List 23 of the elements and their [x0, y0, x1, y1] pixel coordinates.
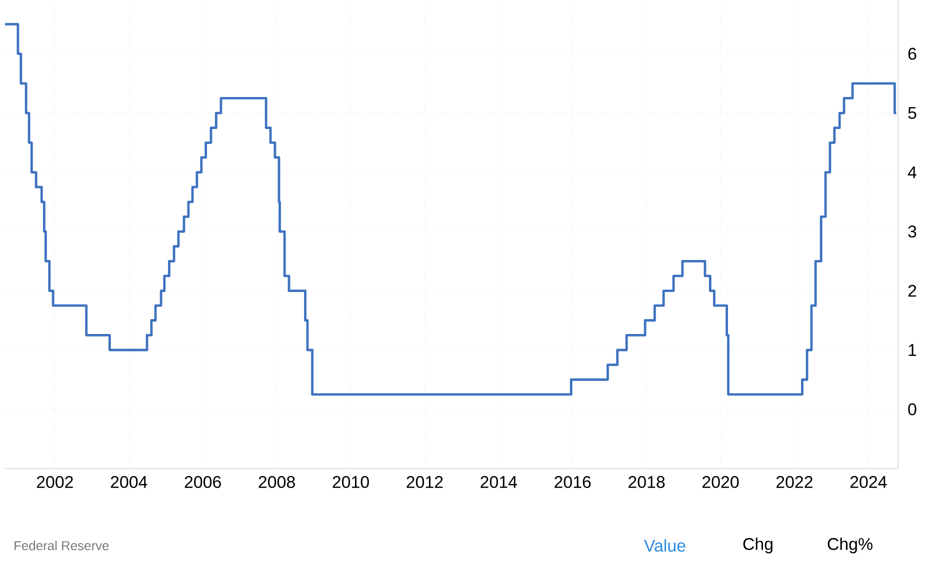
y-tick-label: 2: [908, 284, 916, 296]
x-tick-label: 2024: [850, 476, 887, 488]
y-tick-label: 0: [908, 403, 916, 416]
x-tick-label: 2018: [628, 476, 665, 488]
y-tick-label: 4: [908, 166, 916, 178]
x-tick-label: 2016: [554, 476, 591, 488]
y-tick-label: 5: [908, 106, 916, 119]
x-tick-label: 2008: [258, 476, 295, 488]
x-tick-label: 2020: [702, 476, 739, 488]
text: Federal Reserve: [14, 540, 109, 550]
text: Chg%: [828, 537, 872, 554]
text: Value: [644, 539, 686, 552]
y-tick-label: 3: [908, 225, 916, 238]
x-tick-label: 2012: [406, 476, 443, 488]
x-tick-label: 2014: [480, 476, 517, 488]
y-tick-label: 6: [908, 48, 916, 60]
x-tick-label: 2006: [184, 476, 221, 488]
x-tick-label: 2022: [776, 476, 812, 488]
y-tick-label: 1: [908, 344, 916, 356]
x-tick-label: 2002: [36, 476, 73, 488]
text: Chg: [743, 537, 772, 554]
x-tick-label: 2004: [110, 476, 148, 488]
x-tick-label: 2010: [332, 476, 369, 488]
